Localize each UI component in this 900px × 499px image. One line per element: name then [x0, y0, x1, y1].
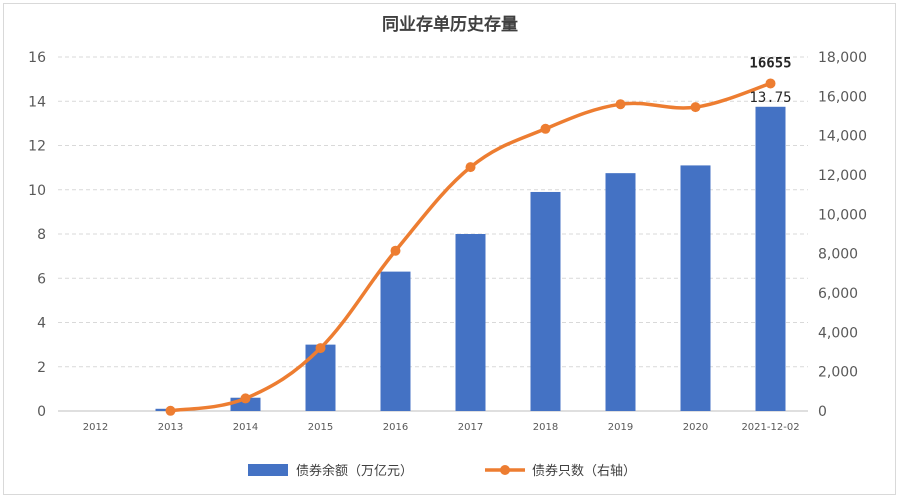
legend-label: 债券只数（右轴） — [532, 463, 636, 479]
line-point — [615, 99, 626, 110]
line-point — [315, 343, 326, 354]
y-right-tick-label: 14,000 — [818, 129, 867, 145]
bar — [530, 191, 561, 411]
x-tick-label: 2016 — [383, 422, 408, 433]
data-label: 16655 — [749, 55, 791, 71]
bar — [755, 106, 786, 411]
legend-label: 债券余额（万亿元） — [296, 463, 413, 479]
y-right-tick-label: 16,000 — [818, 89, 867, 105]
y-left-tick-label: 8 — [37, 227, 46, 243]
y-left-tick-label: 6 — [37, 271, 46, 287]
x-tick-label: 2019 — [608, 422, 633, 433]
chart-frame — [3, 3, 896, 495]
y-right-tick-label: 2,000 — [818, 365, 858, 381]
bar — [305, 344, 336, 411]
bar — [605, 173, 636, 411]
y-right-tick-label: 4,000 — [818, 325, 858, 341]
y-right-tick-label: 18,000 — [818, 50, 867, 66]
y-left-tick-label: 14 — [28, 94, 46, 110]
line-point — [390, 245, 401, 256]
series-line — [170, 81, 772, 413]
y-axis-right: 0 2,000 4,000 6,000 8,000 10,000 12,000 14,000 1… — [818, 50, 867, 420]
y-axis-left: 0 2 4 6 8 10 12 14 16 — [28, 50, 46, 420]
legend-bar-swatch — [248, 464, 288, 476]
legend-line-marker — [500, 465, 510, 475]
y-left-tick-label: 0 — [37, 404, 46, 420]
x-tick-label: 2015 — [308, 422, 333, 433]
legend: 债券余额（万亿元） 债券只数（右轴） — [248, 463, 636, 479]
x-tick-label: 2018 — [533, 422, 558, 433]
data-label: 13.75 — [749, 90, 791, 106]
y-right-tick-label: 12,000 — [818, 168, 867, 184]
x-tick-label: 2014 — [233, 422, 258, 433]
x-tick-label: 2013 — [158, 422, 183, 433]
bar — [455, 234, 486, 411]
line-point — [240, 393, 251, 404]
y-right-tick-label: 8,000 — [818, 247, 858, 263]
line-point — [540, 123, 551, 134]
bar-series — [155, 106, 786, 411]
line-point — [690, 102, 701, 113]
y-left-tick-label: 2 — [37, 360, 46, 376]
chart-title: 同业存单历史存量 — [382, 14, 518, 35]
line-point — [465, 162, 476, 173]
y-right-tick-label: 6,000 — [818, 286, 858, 302]
x-tick-label: 2021-12-02 — [741, 422, 799, 433]
bar — [380, 271, 411, 411]
line-point — [165, 405, 176, 416]
x-axis: 2012 2013 2014 2015 2016 2017 2018 2019 2020 2021… — [83, 422, 800, 433]
x-tick-label: 2017 — [458, 422, 483, 433]
line-series — [165, 78, 776, 416]
y-right-tick-label: 10,000 — [818, 207, 867, 223]
y-left-tick-label: 4 — [37, 316, 46, 332]
y-left-tick-label: 12 — [28, 139, 46, 155]
line-point — [765, 78, 776, 89]
y-left-tick-label: 10 — [28, 183, 46, 199]
bar — [680, 165, 711, 411]
y-right-tick-label: 0 — [818, 404, 827, 420]
y-left-tick-label: 16 — [28, 50, 46, 66]
x-tick-label: 2020 — [683, 422, 708, 433]
data-annotations: 16655 13.75 — [749, 55, 791, 105]
x-tick-label: 2012 — [83, 422, 108, 433]
